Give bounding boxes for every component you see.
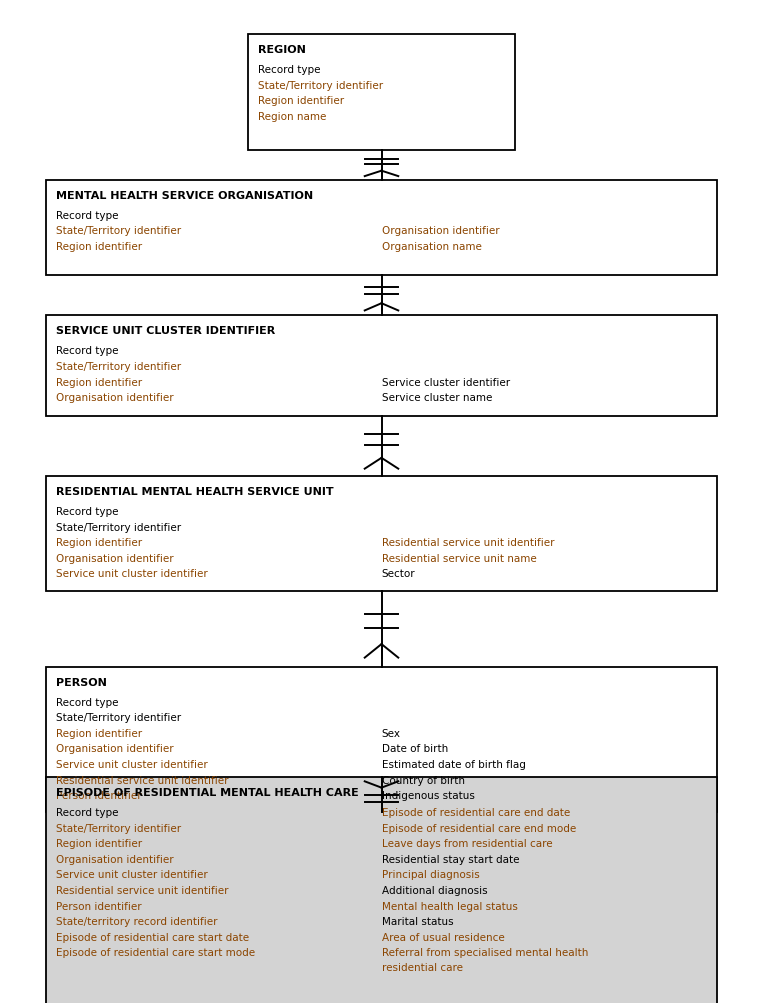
Text: Record type: Record type [56, 697, 118, 707]
Text: Sex: Sex [382, 728, 401, 738]
Text: Organisation identifier: Organisation identifier [56, 392, 173, 402]
Text: Indigenous status: Indigenous status [382, 790, 475, 800]
Text: Region name: Region name [258, 111, 327, 121]
Text: Episode of residential care start date: Episode of residential care start date [56, 932, 249, 942]
Text: Person identifier: Person identifier [56, 790, 141, 800]
Text: residential care: residential care [382, 962, 462, 972]
Text: Principal diagnosis: Principal diagnosis [382, 870, 479, 880]
Text: Residential service unit identifier: Residential service unit identifier [56, 885, 228, 895]
Text: Service unit cluster identifier: Service unit cluster identifier [56, 870, 208, 880]
Text: Additional diagnosis: Additional diagnosis [382, 885, 487, 895]
Text: Region identifier: Region identifier [56, 377, 142, 387]
Text: Record type: Record type [56, 807, 118, 817]
Text: EPISODE OF RESIDENTIAL MENTAL HEALTH CARE: EPISODE OF RESIDENTIAL MENTAL HEALTH CAR… [56, 787, 359, 797]
Text: RESIDENTIAL MENTAL HEALTH SERVICE UNIT: RESIDENTIAL MENTAL HEALTH SERVICE UNIT [56, 486, 333, 496]
Text: Organisation identifier: Organisation identifier [56, 553, 173, 563]
Bar [248, 35, 515, 150]
Text: State/Territory identifier: State/Territory identifier [56, 822, 181, 832]
Text: Residential service unit identifier: Residential service unit identifier [56, 774, 228, 784]
Text: Service unit cluster identifier: Service unit cluster identifier [56, 569, 208, 579]
Text: SERVICE UNIT CLUSTER IDENTIFIER: SERVICE UNIT CLUSTER IDENTIFIER [56, 326, 275, 336]
Text: Episode of residential care end date: Episode of residential care end date [382, 807, 570, 817]
Text: PERSON: PERSON [56, 677, 107, 687]
Text: State/Territory identifier: State/Territory identifier [56, 522, 181, 532]
Text: Record type: Record type [56, 211, 118, 221]
Text: Leave days from residential care: Leave days from residential care [382, 839, 552, 849]
Bar [46, 476, 717, 592]
Text: Area of usual residence: Area of usual residence [382, 932, 504, 942]
Text: State/Territory identifier: State/Territory identifier [56, 361, 181, 371]
Text: Estimated date of birth flag: Estimated date of birth flag [382, 759, 529, 769]
Text: Episode of residential care end mode: Episode of residential care end mode [382, 822, 576, 832]
Text: Organisation identifier: Organisation identifier [56, 743, 173, 753]
Text: Record type: Record type [258, 65, 320, 75]
Text: Region identifier: Region identifier [258, 96, 344, 106]
Text: Region identifier: Region identifier [56, 728, 142, 738]
Bar [46, 181, 717, 276]
Text: Country of birth: Country of birth [382, 774, 465, 784]
Text: Record type: Record type [56, 507, 118, 517]
Text: State/Territory identifier: State/Territory identifier [258, 80, 383, 90]
Text: Region identifier: Region identifier [56, 538, 142, 548]
Text: State/Territory identifier: State/Territory identifier [56, 227, 181, 236]
Text: Mental health legal status: Mental health legal status [382, 901, 517, 911]
Text: Service cluster name: Service cluster name [382, 392, 492, 402]
Text: Date of birth: Date of birth [382, 743, 448, 753]
Text: Region identifier: Region identifier [56, 242, 142, 252]
Bar [46, 316, 717, 416]
Text: Organisation name: Organisation name [382, 242, 481, 252]
Text: Residential service unit name: Residential service unit name [382, 553, 536, 563]
Text: Organisation identifier: Organisation identifier [56, 854, 173, 864]
Text: State/Territory identifier: State/Territory identifier [56, 712, 181, 722]
Text: MENTAL HEALTH SERVICE ORGANISATION: MENTAL HEALTH SERVICE ORGANISATION [56, 191, 313, 201]
Text: Marital status: Marital status [382, 917, 453, 926]
Text: Organisation identifier: Organisation identifier [382, 227, 499, 236]
Text: Service unit cluster identifier: Service unit cluster identifier [56, 759, 208, 769]
Text: Service cluster identifier: Service cluster identifier [382, 377, 510, 387]
Text: Residential service unit identifier: Residential service unit identifier [382, 538, 554, 548]
Text: Person identifier: Person identifier [56, 901, 141, 911]
Text: Record type: Record type [56, 346, 118, 356]
Bar [46, 777, 717, 1003]
Bar [46, 667, 717, 812]
Text: Residential stay start date: Residential stay start date [382, 854, 519, 864]
Text: Region identifier: Region identifier [56, 839, 142, 849]
Text: Sector: Sector [382, 569, 415, 579]
Text: Referral from specialised mental health: Referral from specialised mental health [382, 947, 588, 957]
Text: Episode of residential care start mode: Episode of residential care start mode [56, 947, 255, 957]
Text: State/territory record identifier: State/territory record identifier [56, 917, 217, 926]
Text: REGION: REGION [258, 45, 306, 55]
